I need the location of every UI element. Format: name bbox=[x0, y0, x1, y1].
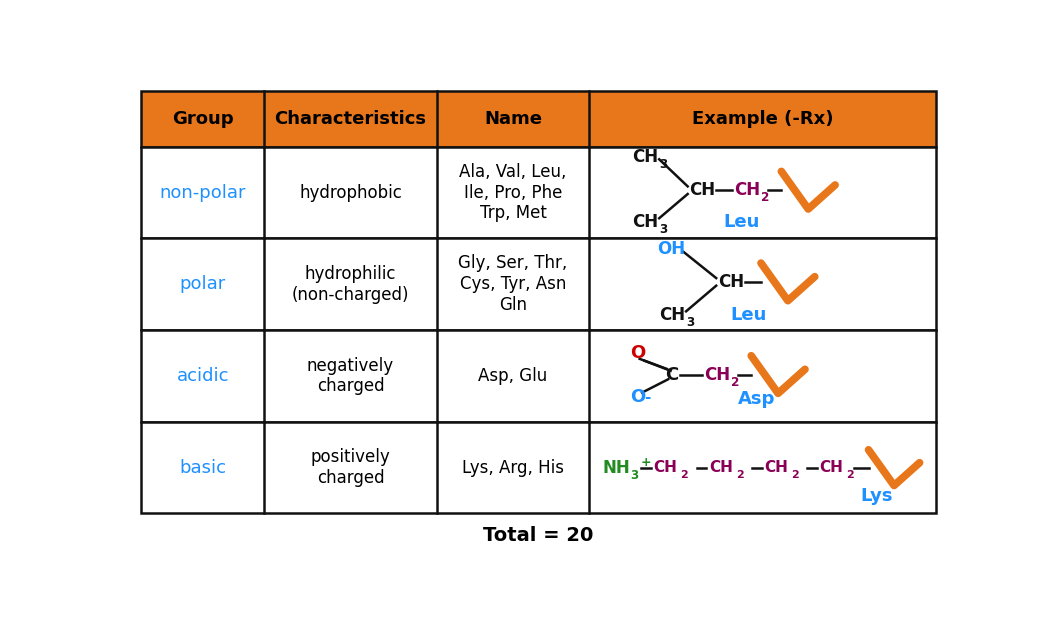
FancyBboxPatch shape bbox=[141, 422, 936, 513]
Text: O: O bbox=[630, 344, 645, 362]
Text: OH: OH bbox=[657, 239, 685, 258]
Text: Asp, Glu: Asp, Glu bbox=[478, 367, 548, 385]
Text: Leu: Leu bbox=[730, 306, 766, 324]
Text: NH: NH bbox=[602, 458, 630, 477]
Text: 2: 2 bbox=[730, 376, 739, 389]
Text: +: + bbox=[640, 456, 651, 469]
Text: negatively
charged: negatively charged bbox=[307, 357, 394, 395]
Text: C: C bbox=[665, 365, 678, 384]
Text: Lys, Arg, His: Lys, Arg, His bbox=[462, 458, 564, 477]
Text: CH: CH bbox=[689, 181, 716, 199]
Text: basic: basic bbox=[179, 458, 226, 477]
Text: hydrophilic
(non-charged): hydrophilic (non-charged) bbox=[292, 265, 409, 304]
Text: 2: 2 bbox=[761, 191, 769, 204]
Text: 3: 3 bbox=[659, 158, 667, 171]
Text: CH: CH bbox=[764, 460, 788, 475]
Text: O: O bbox=[630, 388, 645, 407]
Text: positively
charged: positively charged bbox=[311, 449, 390, 487]
Text: Example (-Rx): Example (-Rx) bbox=[692, 110, 833, 128]
FancyBboxPatch shape bbox=[141, 147, 936, 238]
Text: hydrophobic: hydrophobic bbox=[300, 184, 401, 202]
Text: 2: 2 bbox=[736, 470, 743, 480]
Text: CH: CH bbox=[633, 148, 658, 166]
Text: CH: CH bbox=[734, 181, 760, 199]
Text: Characteristics: Characteristics bbox=[274, 110, 427, 128]
Text: Gly, Ser, Thr,
Cys, Tyr, Asn
Gln: Gly, Ser, Thr, Cys, Tyr, Asn Gln bbox=[458, 254, 568, 314]
Text: Leu: Leu bbox=[723, 213, 760, 231]
Text: CH: CH bbox=[708, 460, 733, 475]
Text: 3: 3 bbox=[686, 317, 695, 329]
Text: CH: CH bbox=[718, 273, 744, 291]
Text: 2: 2 bbox=[791, 470, 799, 480]
Text: CH: CH bbox=[659, 306, 685, 324]
Text: Ala, Val, Leu,
Ile, Pro, Phe
Trp, Met: Ala, Val, Leu, Ile, Pro, Phe Trp, Met bbox=[459, 163, 566, 222]
Text: Total = 20: Total = 20 bbox=[483, 526, 594, 545]
Text: 2: 2 bbox=[680, 470, 688, 480]
Text: CH: CH bbox=[820, 460, 844, 475]
FancyBboxPatch shape bbox=[141, 238, 936, 330]
Text: 3: 3 bbox=[659, 223, 667, 236]
Text: 3: 3 bbox=[631, 469, 639, 482]
Text: Group: Group bbox=[171, 110, 233, 128]
Text: CH: CH bbox=[654, 460, 677, 475]
Text: CH: CH bbox=[633, 213, 658, 231]
Text: polar: polar bbox=[180, 275, 226, 293]
Text: Name: Name bbox=[483, 110, 542, 128]
FancyBboxPatch shape bbox=[141, 330, 936, 422]
Text: -: - bbox=[644, 390, 651, 405]
Text: non-polar: non-polar bbox=[160, 184, 246, 202]
Text: acidic: acidic bbox=[177, 367, 229, 385]
Text: 2: 2 bbox=[846, 470, 854, 480]
Text: Lys: Lys bbox=[861, 487, 893, 505]
FancyBboxPatch shape bbox=[141, 91, 936, 147]
Text: Asp: Asp bbox=[738, 390, 776, 408]
Text: CH: CH bbox=[704, 365, 730, 384]
